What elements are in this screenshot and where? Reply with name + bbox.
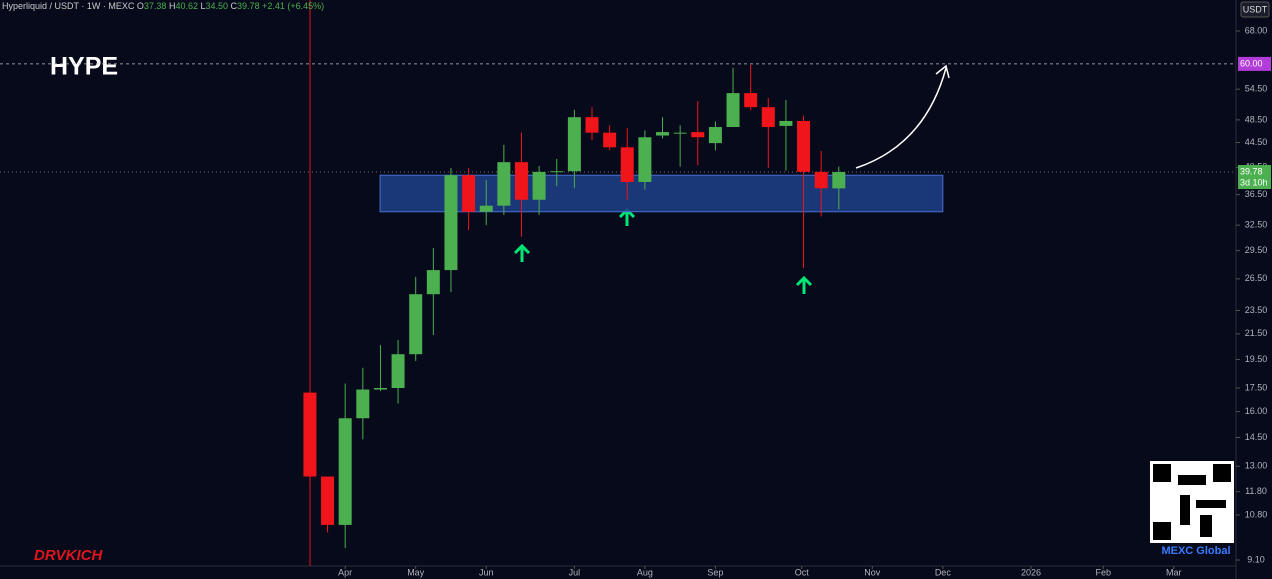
- candle-body: [373, 388, 387, 390]
- y-tick-label: 54.50: [1245, 84, 1268, 94]
- y-tick-label: 17.50: [1245, 382, 1268, 392]
- candle-body: [462, 175, 476, 212]
- price-label: 60.00: [1240, 58, 1263, 68]
- ohlc-key: C: [231, 1, 238, 11]
- currency-box: [1240, 1, 1270, 18]
- x-tick-label: May: [407, 567, 425, 577]
- y-tick-label: 23.50: [1245, 305, 1268, 315]
- y-tick-label: 36.50: [1245, 189, 1268, 199]
- x-tick-label: Nov: [864, 567, 881, 577]
- candle-body: [391, 354, 405, 389]
- price-label-sub: 3d 10h: [1240, 177, 1268, 187]
- x-tick-label: Oct: [795, 567, 810, 577]
- x-tick-label: 2026: [1021, 567, 1041, 577]
- chart-title: HYPE: [50, 53, 118, 81]
- candle-body: [620, 147, 634, 182]
- ohlc-value: 40.62: [175, 1, 198, 11]
- y-tick-label: 44.50: [1245, 137, 1268, 147]
- candle-body: [356, 389, 370, 419]
- candle-body: [832, 172, 846, 189]
- x-tick-label: Jun: [479, 567, 494, 577]
- ohlc-key: L: [200, 1, 205, 11]
- y-tick-label: 11.80: [1245, 486, 1267, 496]
- y-tick-label: 32.50: [1245, 220, 1268, 230]
- y-tick-label: 26.50: [1245, 273, 1268, 283]
- forecast-arrow: [855, 64, 950, 169]
- ohlc-key: O: [137, 1, 144, 11]
- candle-body: [444, 175, 458, 271]
- candle-body: [797, 120, 811, 172]
- x-tick-label: Jul: [569, 567, 581, 577]
- candle-body: [638, 137, 652, 182]
- candle-body: [532, 171, 546, 200]
- candle-body: [814, 171, 828, 189]
- price-label-box: [1238, 56, 1271, 71]
- price-label-box: [1238, 165, 1271, 190]
- y-tick-label: 9.10: [1247, 554, 1265, 564]
- candle-body: [708, 127, 722, 144]
- candle-body: [409, 294, 423, 355]
- x-tick-label: Apr: [338, 567, 352, 577]
- candle-body: [691, 132, 705, 138]
- x-tick-label: Sep: [707, 567, 723, 577]
- candle-body: [497, 162, 511, 206]
- logo: DRVKICH: [34, 547, 104, 564]
- candle-body: [761, 107, 775, 128]
- y-tick-label: 19.50: [1245, 354, 1268, 364]
- exchange-brand: MEXC Global: [1161, 545, 1230, 557]
- symbol: Hyperliquid / USDT · 1W · MEXC: [2, 1, 135, 11]
- currency: USDT: [1243, 4, 1268, 14]
- candle-body: [744, 93, 758, 108]
- candle-body: [726, 93, 740, 128]
- ohlc-value: 37.38: [144, 1, 167, 11]
- header-text: Hyperliquid / USDT · 1W · MEXC O37.38 H4…: [2, 1, 324, 11]
- arrows: [513, 207, 813, 294]
- candle-body: [479, 205, 493, 212]
- candle-body: [303, 392, 317, 477]
- y-tick-label: 21.50: [1245, 328, 1268, 338]
- candle-body: [603, 132, 617, 148]
- y-tick-label: 14.50: [1245, 432, 1268, 442]
- y-tick-label: 29.50: [1245, 245, 1268, 255]
- change: +2.41 (+6.45%): [262, 1, 324, 11]
- candle-body: [779, 120, 793, 126]
- price-label: 39.78: [1240, 166, 1263, 176]
- candle-body: [426, 270, 440, 295]
- candle-body: [585, 117, 599, 133]
- y-tick-label: 48.50: [1245, 114, 1268, 124]
- candle-body: [656, 132, 670, 136]
- y-tick-label: 68.00: [1245, 25, 1268, 35]
- x-tick-label: Feb: [1095, 567, 1111, 577]
- x-tick-label: Aug: [637, 567, 653, 577]
- candle-body: [321, 476, 335, 525]
- candle-body: [514, 162, 528, 200]
- candle-body: [338, 418, 352, 525]
- header: Hyperliquid / USDT · 1W · MEXC O37.38 H4…: [2, 1, 324, 11]
- x-tick-label: Dec: [935, 567, 952, 577]
- ohlc-value: 34.50: [206, 1, 229, 11]
- candle-body: [550, 171, 564, 173]
- candle-body: [673, 132, 687, 134]
- qr-code: [1150, 461, 1234, 543]
- y-tick-label: 16.00: [1245, 406, 1268, 416]
- candle-body: [567, 117, 581, 172]
- y-tick-label: 13.00: [1245, 461, 1268, 471]
- ohlc-value: 39.78: [237, 1, 260, 11]
- x-tick-label: Mar: [1166, 567, 1182, 577]
- ohlc-key: H: [169, 1, 176, 11]
- y-tick-label: 10.80: [1245, 509, 1268, 519]
